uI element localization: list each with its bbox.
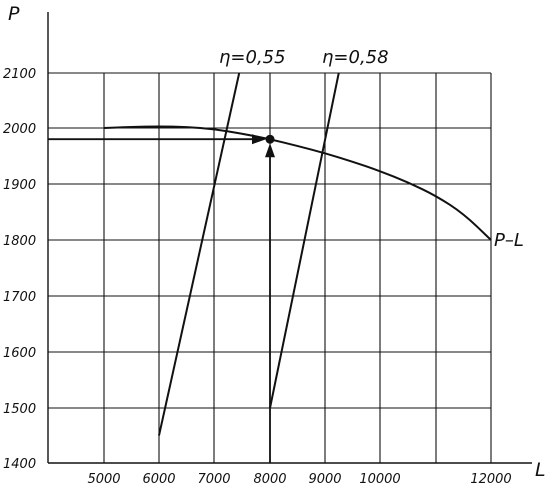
curves	[103, 72, 492, 436]
x-tick-label-5000: 5000	[87, 472, 120, 487]
operating-point	[265, 134, 275, 144]
y-tick-label-1700: 1700	[3, 290, 36, 305]
y-tick-label-1900: 1900	[3, 178, 36, 193]
x-tick-label-8000: 8000	[253, 472, 286, 487]
x-tick-label-6000: 6000	[142, 472, 175, 487]
y-axis-title: P	[8, 3, 20, 25]
y-tick-label-1500: 1500	[3, 402, 36, 417]
x-tick-label-7000: 7000	[197, 472, 230, 487]
marks	[48, 134, 275, 463]
label-eta-058: η=0,58	[322, 47, 389, 68]
y-tick-label-1600: 1600	[3, 346, 36, 361]
arrowhead-vertical	[265, 143, 275, 158]
y-tick-label-2100: 2100	[3, 67, 36, 82]
x-tick-label-10000: 10000	[359, 472, 400, 487]
axes	[47, 12, 532, 464]
label-p-l: P–L	[494, 230, 524, 251]
label-eta-055: η=0,55	[219, 47, 286, 68]
y-tick-label-1800: 1800	[3, 234, 36, 249]
series-line-1	[158, 72, 241, 436]
arrowhead-horizontal	[252, 134, 266, 145]
series-line-0	[103, 125, 492, 241]
x-tick-label-12000: 12000	[470, 472, 511, 487]
x-axis-title: L	[535, 459, 546, 481]
y-tick-label-2000: 2000	[3, 122, 36, 137]
series-line-2	[269, 72, 340, 409]
y-tick-label-1400: 1400	[3, 457, 36, 472]
labels: P L 5000 6000 7000 8000 9000 10000 12000 1400 1500…	[3, 3, 546, 487]
x-tick-label-9000: 9000	[308, 472, 341, 487]
